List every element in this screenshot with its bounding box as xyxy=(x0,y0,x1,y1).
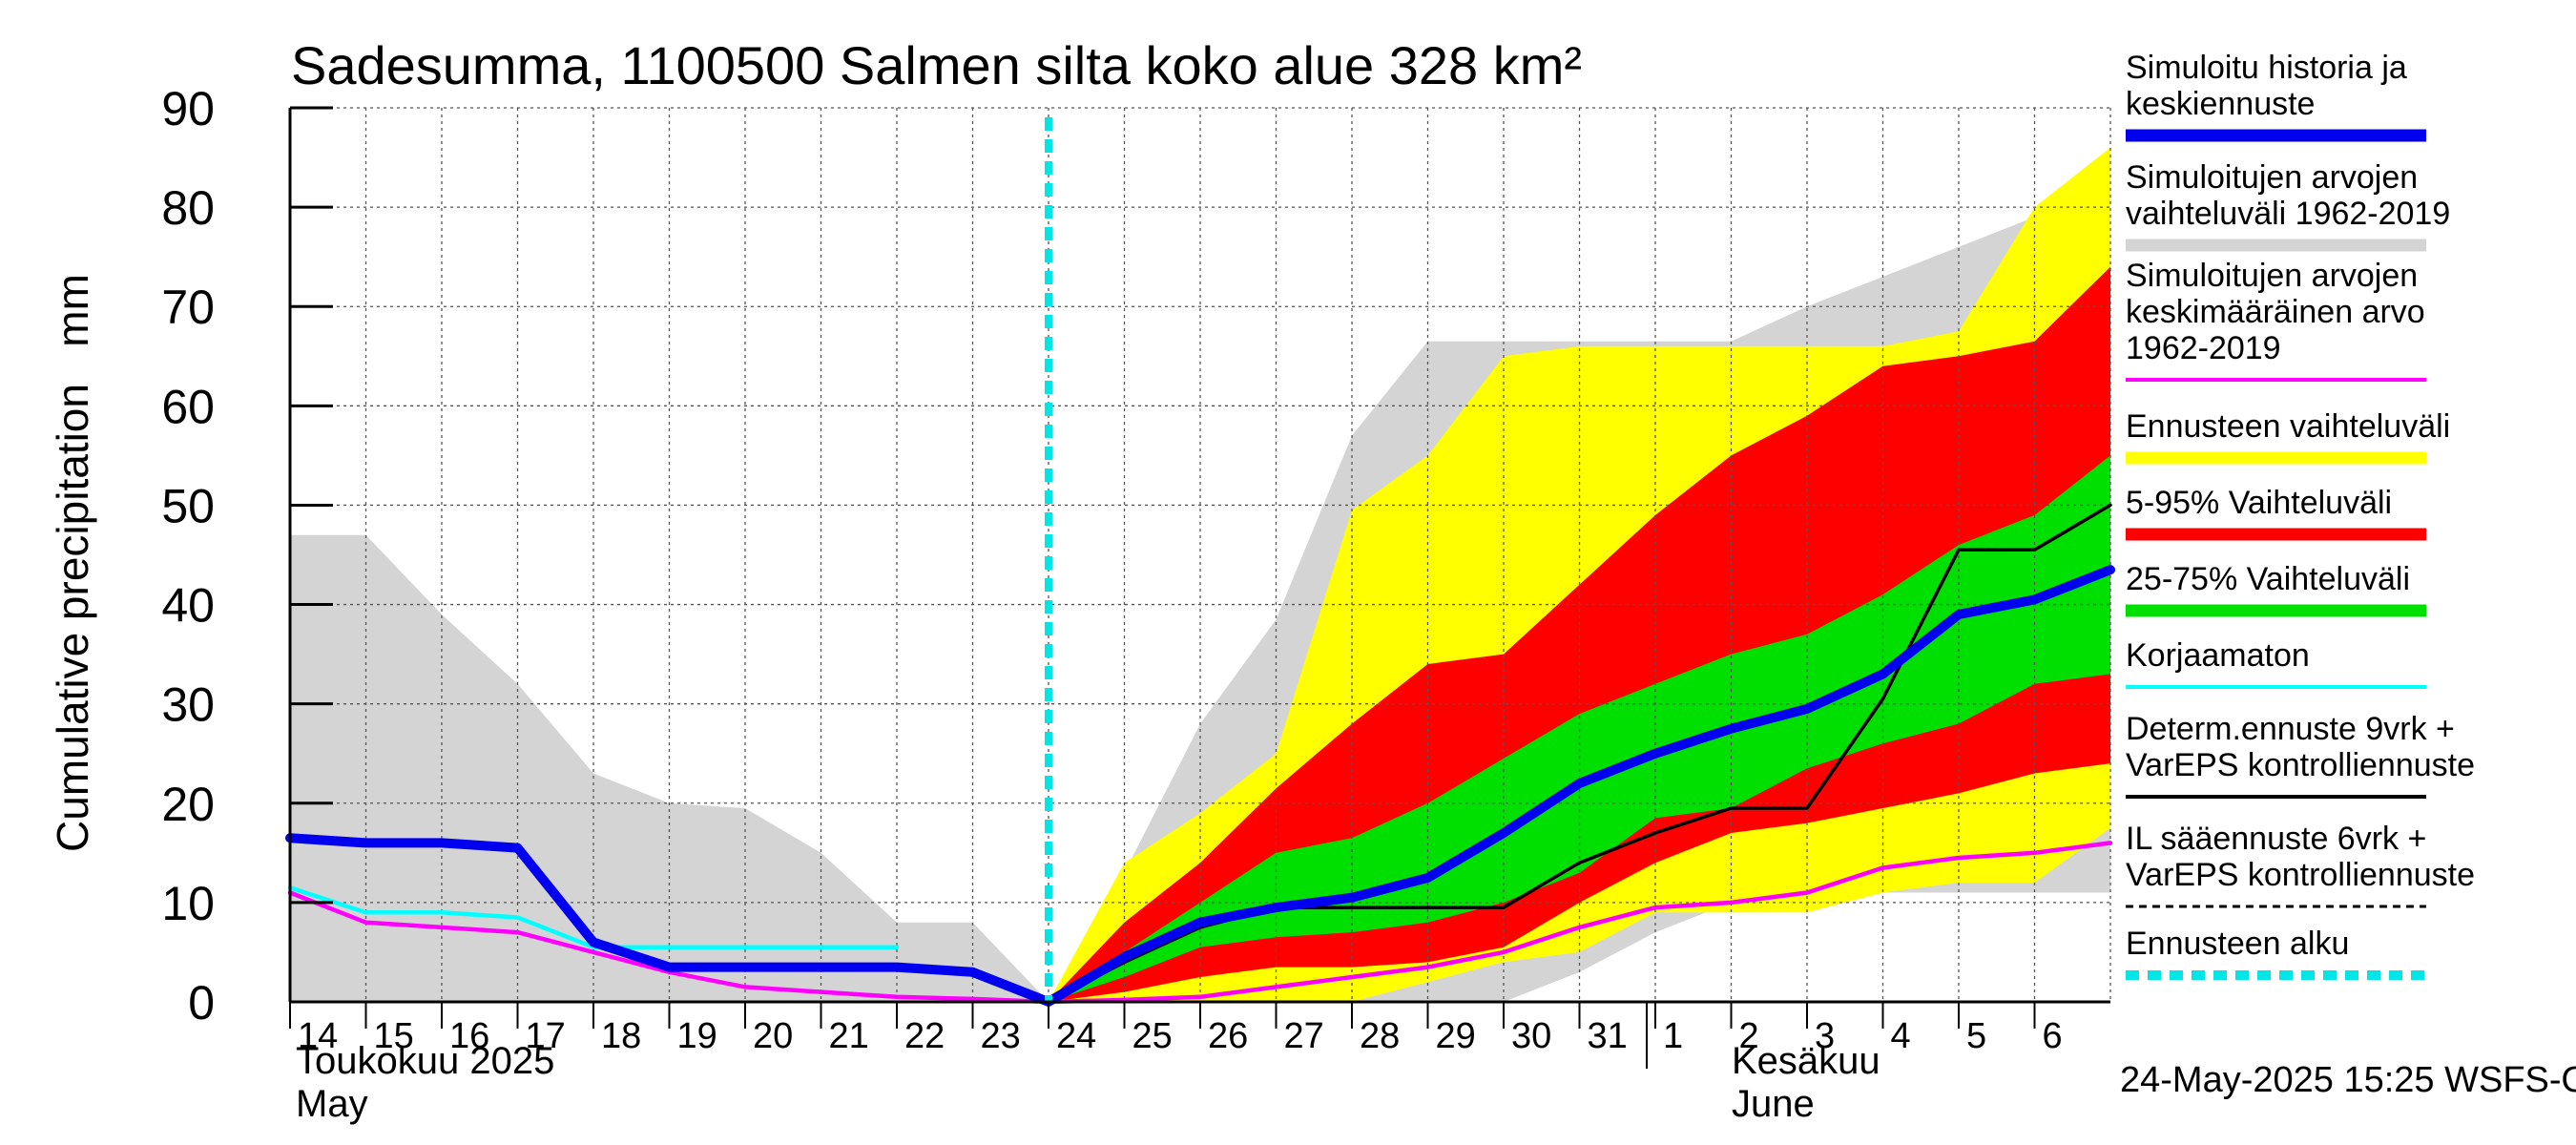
x-tick-label: 28 xyxy=(1360,1016,1400,1056)
x-tick-label: 17 xyxy=(526,1016,566,1056)
x-tick-label: 2 xyxy=(1739,1016,1759,1056)
x-tick-label: 3 xyxy=(1815,1016,1835,1056)
line-layer xyxy=(285,117,2115,1007)
chart-title: Sadesumma, 1100500 Salmen silta koko alu… xyxy=(291,35,1582,95)
legend-label: Ennusteen vaihteluväli xyxy=(2126,408,2450,445)
legend-label: keskimääräinen arvo xyxy=(2126,294,2425,330)
legend-label: 5-95% Vaihteluväli xyxy=(2126,485,2392,521)
x-tick-label: 26 xyxy=(1208,1016,1248,1056)
legend-label: 25-75% Vaihteluväli xyxy=(2126,561,2410,597)
x-tick-label: 27 xyxy=(1284,1016,1324,1056)
long-term-mean-line xyxy=(287,841,2113,1005)
legend-label: Simuloitujen arvojen xyxy=(2126,159,2418,196)
x-tick-label: 1 xyxy=(1663,1016,1683,1056)
x-tick-label: 19 xyxy=(677,1016,717,1056)
month-label-june: Kesäkuu xyxy=(1732,1040,1880,1082)
x-tick-label: 22 xyxy=(904,1016,945,1056)
legend-label: keskiennuste xyxy=(2126,86,2315,122)
legend-label: VarEPS kontrolliennuste xyxy=(2126,857,2475,893)
p5-95-band xyxy=(1049,266,2110,1003)
x-tick-label: 15 xyxy=(374,1016,414,1056)
month-label-may-en: May xyxy=(296,1083,368,1125)
x-tick-label: 29 xyxy=(1436,1016,1476,1056)
y-tick-label: 80 xyxy=(161,181,215,235)
legend-label: 1962-2019 xyxy=(2126,330,2281,366)
p25-75-band xyxy=(1049,455,2110,1002)
legend-label: vaihteluväli 1962-2019 xyxy=(2126,196,2450,232)
y-tick-label: 20 xyxy=(161,778,215,831)
x-tick-label: 6 xyxy=(2043,1016,2063,1056)
month-label-june-en: June xyxy=(1732,1083,1815,1125)
y-tick-label: 0 xyxy=(188,976,215,1030)
y-tick-label: 10 xyxy=(161,877,215,930)
legend-label: IL sääennuste 6vrk + xyxy=(2126,821,2426,857)
x-tick-label: 4 xyxy=(1891,1016,1911,1056)
y-tick-label: 40 xyxy=(161,579,215,633)
x-tick-label: 21 xyxy=(829,1016,869,1056)
x-tick-label: 23 xyxy=(981,1016,1021,1056)
x-tick-label: 30 xyxy=(1511,1016,1551,1056)
legend-label: Korjaamaton xyxy=(2126,637,2310,674)
legend-label: Ennusteen alku xyxy=(2126,926,2349,962)
legend-label: Simuloitu historia ja xyxy=(2126,50,2407,86)
y-tick-label: 60 xyxy=(161,380,215,433)
x-tick-label: 18 xyxy=(601,1016,641,1056)
grid-layer xyxy=(290,107,2111,1002)
x-tick-label: 24 xyxy=(1056,1016,1096,1056)
y-tick-label: 90 xyxy=(161,82,215,135)
month-label-may: Toukokuu 2025 xyxy=(296,1040,554,1082)
area-layer xyxy=(290,147,2110,1003)
simulated-mean-line xyxy=(285,565,2115,1007)
x-tick-label: 5 xyxy=(1966,1016,1986,1056)
footer-timestamp: 24-May-2025 15:25 WSFS-O xyxy=(2120,1060,2576,1100)
legend-label: VarEPS kontrolliennuste xyxy=(2126,747,2475,783)
y-axis-label: Cumulative precipitation mm xyxy=(48,274,97,852)
x-tick-label: 25 xyxy=(1132,1016,1173,1056)
x-tick-label: 31 xyxy=(1588,1016,1628,1056)
legend-label: Determ.ennuste 9vrk + xyxy=(2126,711,2455,747)
x-tick-label: 16 xyxy=(449,1016,489,1056)
x-tick-label: 14 xyxy=(298,1016,338,1056)
x-tick-label: 20 xyxy=(753,1016,793,1056)
legend-label: Simuloitujen arvojen xyxy=(2126,258,2418,294)
y-tick-label: 70 xyxy=(161,281,215,334)
y-tick-label: 50 xyxy=(161,479,215,532)
y-tick-label: 30 xyxy=(161,678,215,732)
